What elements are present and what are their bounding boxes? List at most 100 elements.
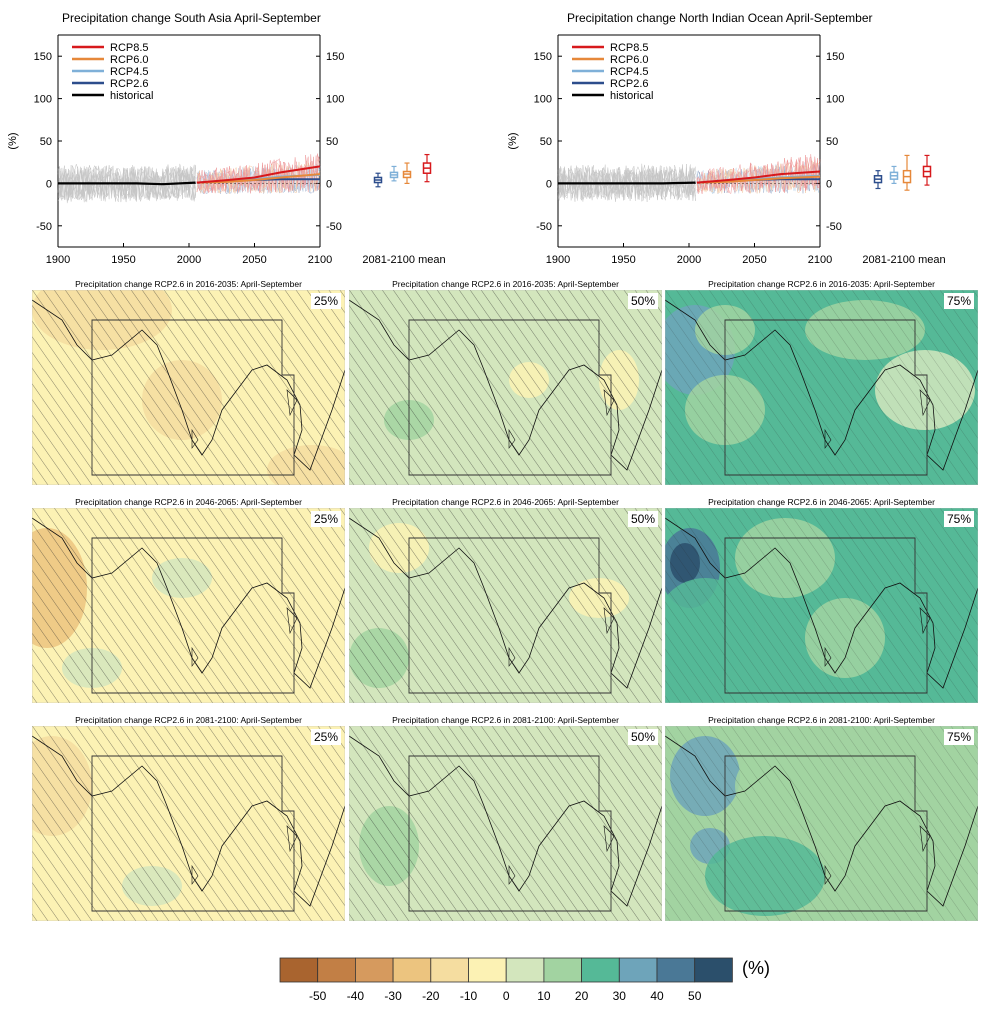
scenario-member-line bbox=[696, 161, 821, 195]
significance-hatching bbox=[349, 508, 662, 703]
scenario-spread bbox=[696, 154, 821, 195]
region-box bbox=[408, 755, 612, 912]
colorbar-tick-label: -50 bbox=[309, 989, 327, 1003]
coastline bbox=[665, 517, 978, 689]
y-tick-label-right: 150 bbox=[826, 51, 844, 63]
coastline bbox=[665, 735, 978, 907]
coastline bbox=[508, 646, 516, 667]
coastline bbox=[508, 864, 516, 885]
y-tick-label-right: 100 bbox=[326, 94, 344, 106]
coastline bbox=[603, 607, 615, 635]
legend-label-rcp26: RCP2.6 bbox=[610, 78, 649, 90]
coastline bbox=[286, 825, 298, 853]
region-box bbox=[91, 537, 295, 694]
colorbar-tick-label: -20 bbox=[422, 989, 440, 1003]
significance-hatching bbox=[665, 290, 978, 485]
colorbar-swatch bbox=[581, 957, 620, 983]
colorbar-tick-label: 50 bbox=[688, 989, 702, 1003]
map-title: Precipitation change RCP2.6 in 2081-2100… bbox=[392, 715, 619, 725]
coastline bbox=[603, 825, 615, 853]
boxplot-rcp60 bbox=[402, 162, 412, 184]
map-panel bbox=[32, 726, 345, 921]
series-line-historical bbox=[558, 181, 696, 185]
boxplot-rcp45 bbox=[889, 165, 899, 184]
scenario-spread bbox=[196, 153, 321, 195]
y-tick-label-right: 100 bbox=[826, 94, 844, 106]
legend-label-rcp26: RCP2.6 bbox=[110, 78, 149, 90]
scenario-member-line bbox=[696, 165, 821, 194]
scenario-member-line bbox=[196, 163, 321, 194]
x-tick-label: 2000 bbox=[677, 254, 701, 266]
y-tick-label-right: 50 bbox=[826, 136, 838, 148]
y-tick-label: 150 bbox=[534, 51, 552, 63]
series-line-historical bbox=[58, 181, 196, 186]
coastline bbox=[286, 607, 298, 635]
historical-member-line bbox=[57, 164, 196, 203]
historical-spread bbox=[57, 163, 196, 204]
coastline bbox=[919, 607, 931, 635]
boxplot-rcp26 bbox=[873, 170, 883, 190]
scenario-member-line bbox=[196, 161, 321, 194]
map-title: Precipitation change RCP2.6 in 2046-2065… bbox=[708, 497, 935, 507]
colorbar-swatch bbox=[355, 957, 394, 983]
x-tick-label: 2100 bbox=[308, 254, 332, 266]
historical-member-line bbox=[57, 163, 196, 204]
map-title: Precipitation change RCP2.6 in 2016-2035… bbox=[392, 279, 619, 289]
boxplot-rcp26 bbox=[373, 172, 383, 188]
scenario-member-line bbox=[696, 154, 821, 193]
boxplot-axis-label: 2081-2100 mean bbox=[362, 254, 445, 266]
colorbar-swatch bbox=[430, 957, 469, 983]
coastline bbox=[665, 299, 978, 471]
series-line-rcp60 bbox=[696, 175, 821, 184]
coastline bbox=[32, 299, 345, 471]
colorbar-swatch bbox=[694, 957, 733, 983]
colorbar-tick-label: 10 bbox=[537, 989, 551, 1003]
significance-hatching bbox=[32, 726, 345, 921]
coastline bbox=[349, 299, 662, 471]
percentile-label: 25% bbox=[311, 729, 342, 745]
coastline bbox=[349, 735, 662, 907]
boxplot-rcp85 bbox=[422, 153, 432, 183]
map-title: Precipitation change RCP2.6 in 2081-2100… bbox=[75, 715, 302, 725]
scenario-member-line bbox=[196, 164, 321, 194]
y-tick-label-right: -50 bbox=[326, 221, 342, 233]
y-tick-label-right: 0 bbox=[326, 178, 332, 190]
percentile-label: 50% bbox=[628, 293, 659, 309]
legend-label-rcp85: RCP8.5 bbox=[610, 42, 649, 54]
colorbar-tick-label: -10 bbox=[460, 989, 478, 1003]
significance-hatching bbox=[349, 726, 662, 921]
colorbar: -50 -40 -30 -20 -10 0 10 20 30 40 50 bbox=[279, 957, 733, 1003]
region-box bbox=[91, 755, 295, 912]
scenario-member-line bbox=[196, 162, 321, 194]
coastline bbox=[286, 389, 298, 417]
y-tick-label: 150 bbox=[34, 51, 52, 63]
coastline bbox=[824, 864, 832, 885]
scenario-member-line bbox=[196, 154, 321, 194]
map-title: Precipitation change RCP2.6 in 2046-2065… bbox=[392, 497, 619, 507]
significance-hatching bbox=[665, 508, 978, 703]
scenario-member-line bbox=[196, 158, 321, 194]
significance-hatching bbox=[32, 508, 345, 703]
boxplot-rcp45 bbox=[389, 165, 399, 182]
map-panel bbox=[665, 508, 978, 703]
colorbar-swatch bbox=[317, 957, 356, 983]
y-tick-label: -50 bbox=[536, 221, 552, 233]
boxplot-rcp60 bbox=[902, 154, 912, 191]
historical-member-line bbox=[557, 164, 696, 201]
historical-member-line bbox=[57, 165, 196, 203]
coastline bbox=[919, 389, 931, 417]
coastline bbox=[191, 864, 199, 885]
colorbar-tick-label: -30 bbox=[384, 989, 402, 1003]
region-box bbox=[91, 319, 295, 476]
x-tick-label: 2000 bbox=[177, 254, 201, 266]
y-axis-label: (%) bbox=[507, 132, 519, 149]
map-title: Precipitation change RCP2.6 in 2081-2100… bbox=[708, 715, 935, 725]
colorbar-tick-label: -40 bbox=[347, 989, 365, 1003]
colorbar-swatch bbox=[505, 957, 545, 983]
coastline bbox=[603, 389, 615, 417]
coastline bbox=[824, 646, 832, 667]
x-tick-label: 2050 bbox=[242, 254, 266, 266]
y-tick-label-right: -50 bbox=[826, 221, 842, 233]
legend-label-rcp60: RCP6.0 bbox=[110, 54, 149, 66]
y-tick-label-right: 50 bbox=[326, 136, 338, 148]
